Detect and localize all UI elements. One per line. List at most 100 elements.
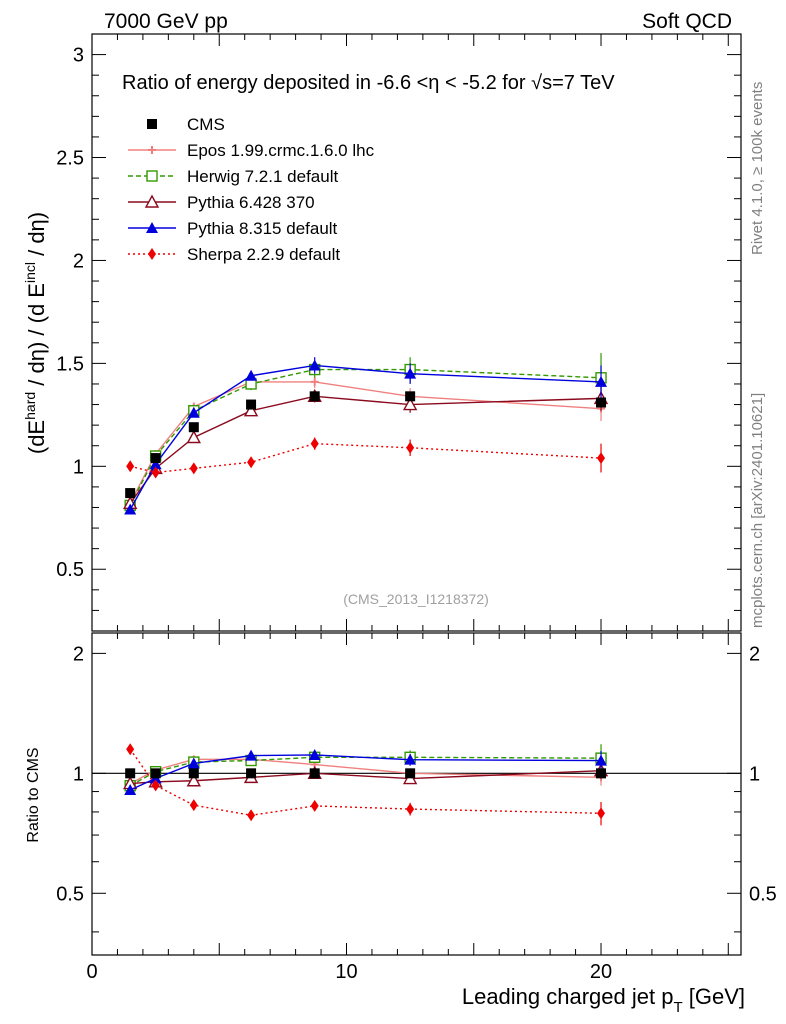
ratio-point xyxy=(126,743,135,756)
ratio-point xyxy=(406,803,415,816)
legend-label: CMS xyxy=(187,115,225,134)
ratio-point xyxy=(150,768,161,779)
legend-marker xyxy=(146,170,158,182)
main-series-group xyxy=(122,353,609,515)
legend-label: Epos 1.99.crmc.1.6.0 lhc xyxy=(187,141,375,160)
y-tick-label-main: 1.5 xyxy=(56,353,84,375)
legend-item-epos-1-99-crmc-1-6-0-lhc: Epos 1.99.crmc.1.6.0 lhc xyxy=(128,141,375,160)
analysis-watermark: (CMS_2013_I1218372) xyxy=(343,591,489,607)
legend-item-herwig-7-2-1-default: Herwig 7.2.1 default xyxy=(128,167,338,186)
ratio-point xyxy=(125,768,136,779)
rivet-version-text: Rivet 4.1.0, ≥ 100k events xyxy=(749,82,766,255)
series-line xyxy=(130,442,602,474)
main-title: Ratio of energy deposited in -6.6 <η < -… xyxy=(122,72,615,94)
legend-item-cms: CMS xyxy=(147,115,225,134)
legend-marker xyxy=(148,248,156,260)
series-line xyxy=(129,395,602,504)
ylabel-part-1: (dE xyxy=(24,420,49,454)
legend-item-pythia-8-315-default: Pythia 8.315 default xyxy=(128,219,338,238)
data-point xyxy=(189,462,198,475)
legend-label: Herwig 7.2.1 default xyxy=(187,167,338,186)
ratio-point xyxy=(189,799,198,812)
ylabel-part-2: / dη) / (d E xyxy=(24,283,49,392)
ratio-point xyxy=(245,749,258,761)
x-tick-label: 0 xyxy=(86,961,97,983)
header-right: Soft QCD xyxy=(642,10,732,33)
mcplots-text: mcplots.cern.ch [arXiv:2401.10621] xyxy=(749,393,766,628)
xlabel-sub-T: T xyxy=(673,999,682,1016)
legend-marker xyxy=(148,146,156,154)
main-y-axis-label: (dEhard / dη) / (d Eincl / dη) xyxy=(22,212,49,454)
data-point xyxy=(243,403,259,417)
x-tick-label: 10 xyxy=(335,961,357,983)
ylabel-sup-hard: hard xyxy=(22,392,38,420)
ratio-point xyxy=(124,784,137,796)
legend-marker xyxy=(144,194,160,208)
ratio-point xyxy=(151,779,160,792)
ratio-series-cms xyxy=(125,768,607,779)
ratio-point xyxy=(597,807,606,820)
ylabel-part-3: / dη) xyxy=(24,212,49,262)
legend: CMS Epos 1.99.crmc.1.6.0 lhc Herwig 7.2.1 … xyxy=(128,115,375,264)
legend-label: Sherpa 2.2.9 default xyxy=(187,245,340,264)
legend-label: Pythia 6.428 370 xyxy=(187,193,315,212)
ratio-series-sherpa-2-2-9-default xyxy=(126,743,606,826)
data-point xyxy=(150,453,161,464)
x-axis-label: Leading charged jet pT [GeV] xyxy=(462,984,745,1016)
y-tick-label-main: 3 xyxy=(73,45,84,67)
data-point xyxy=(310,437,319,450)
ratio-point xyxy=(596,768,607,779)
main-panel-frame xyxy=(91,33,742,632)
ylabel-sup-incl: incl xyxy=(22,262,38,283)
data-point xyxy=(125,488,136,499)
legend-item-sherpa-2-2-9-default: Sherpa 2.2.9 default xyxy=(128,245,340,264)
ratio-point xyxy=(309,768,320,779)
y-tick-label-ratio-right: 2 xyxy=(749,643,760,665)
y-tick-label-ratio: 2 xyxy=(73,643,84,665)
data-point xyxy=(309,391,320,402)
ratio-point xyxy=(247,809,256,822)
data-point xyxy=(187,406,200,418)
data-point xyxy=(186,430,201,444)
ratio-point xyxy=(310,799,319,812)
data-point xyxy=(188,422,199,433)
ratio-line xyxy=(130,770,602,785)
y-tick-label-main: 1 xyxy=(73,456,84,478)
data-point xyxy=(310,377,319,386)
ratio-series-group xyxy=(122,743,609,826)
data-point xyxy=(151,466,160,479)
ratio-point xyxy=(246,768,257,779)
data-point xyxy=(595,375,608,387)
ratio-point xyxy=(308,748,321,760)
data-point xyxy=(247,456,256,469)
y-tick-label-main: 2 xyxy=(73,250,84,272)
data-point xyxy=(246,399,257,410)
ratio-panel-frame xyxy=(91,632,742,956)
ratio-series-pythia-8-315-default xyxy=(124,748,608,796)
data-point xyxy=(308,359,321,371)
data-point xyxy=(406,441,415,454)
y-tick-label-main: 0.5 xyxy=(56,559,84,581)
ratio-point xyxy=(186,773,201,787)
data-point xyxy=(405,391,416,402)
legend-marker xyxy=(147,119,157,129)
ratio-y-axis-label: Ratio to CMS xyxy=(25,747,42,842)
ratio-point xyxy=(405,768,416,779)
xlabel-part-2: [GeV] xyxy=(683,984,745,1009)
legend-marker xyxy=(146,222,158,233)
data-point xyxy=(402,397,418,411)
y-tick-label-ratio: 1 xyxy=(73,763,84,785)
series-line xyxy=(129,364,602,510)
y-tick-label-main: 2.5 xyxy=(56,148,84,170)
legend-label: Pythia 8.315 default xyxy=(187,219,338,238)
data-point xyxy=(126,460,135,473)
series-cms xyxy=(125,391,607,499)
series-sherpa-2-2-9-default xyxy=(126,437,606,479)
data-point xyxy=(124,503,137,515)
ratio-line xyxy=(129,754,602,791)
y-tick-label-ratio: 0.5 xyxy=(56,883,84,905)
legend-item-pythia-6-428-370: Pythia 6.428 370 xyxy=(128,193,315,212)
xlabel-part-1: Leading charged jet p xyxy=(462,984,674,1009)
data-point xyxy=(404,367,417,379)
